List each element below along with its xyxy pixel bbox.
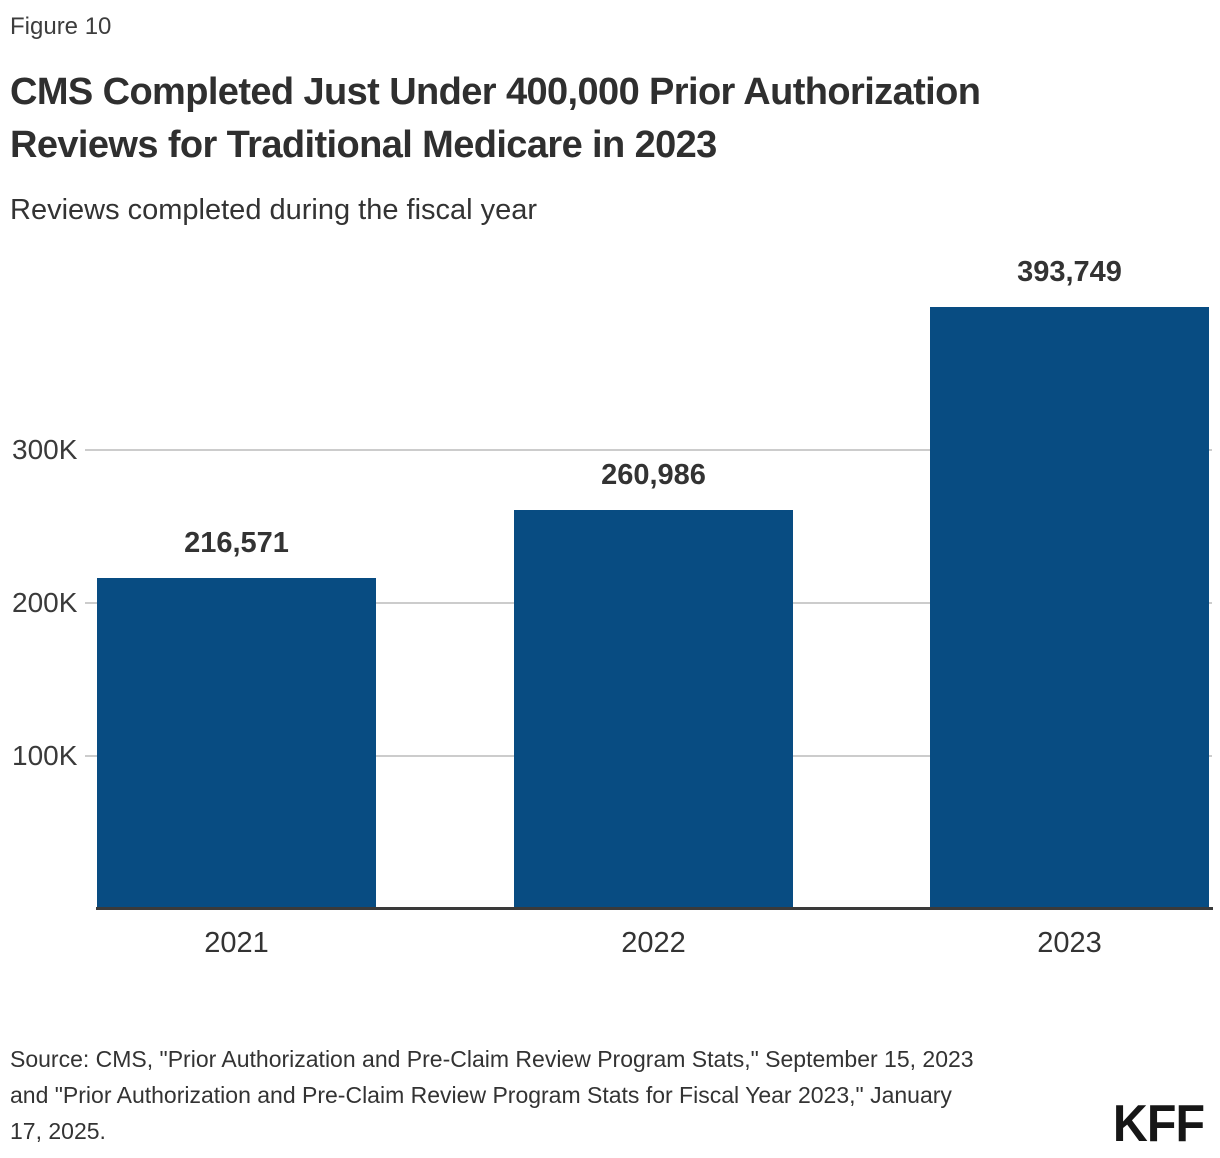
chart-title-line-1: CMS Completed Just Under 400,000 Prior A… [10,71,981,113]
gridline-300k [85,449,1212,451]
x-axis-tick-label-2021: 2021 [204,927,269,959]
source-line-2: and "Prior Authorization and Pre-Claim R… [10,1082,952,1108]
bar-value-label-2022: 260,986 [601,459,706,491]
bar-value-label-2021: 216,571 [184,527,289,559]
chart-title: CMS Completed Just Under 400,000 Prior A… [10,66,981,172]
bar-chart: 100K 200K 300K 216,571 2021 260,986 2022 393,74… [0,240,1220,985]
y-axis-tick-label: 100K [12,740,78,771]
bar-2021 [97,578,376,909]
source-note: Source: CMS, "Prior Authorization and Pr… [10,1041,974,1149]
x-axis-tick-label-2022: 2022 [621,927,686,959]
bar-2023 [930,307,1209,909]
bar-value-label-2023: 393,749 [1017,256,1122,288]
source-line-3: 17, 2025. [10,1118,106,1144]
chart-subtitle: Reviews completed during the fiscal year [10,194,538,226]
y-axis-tick-label: 300K [12,434,78,465]
kff-logo: KFF [1112,1095,1205,1153]
y-axis-tick-label: 200K [12,587,78,618]
figure-label: Figure 10 [10,13,112,40]
bar-2022 [514,510,793,909]
source-line-1: Source: CMS, "Prior Authorization and Pr… [10,1046,974,1072]
chart-title-line-2: Reviews for Traditional Medicare in 2023 [10,124,717,166]
x-axis-tick-label-2023: 2023 [1037,927,1102,959]
x-axis-line [96,907,1213,910]
